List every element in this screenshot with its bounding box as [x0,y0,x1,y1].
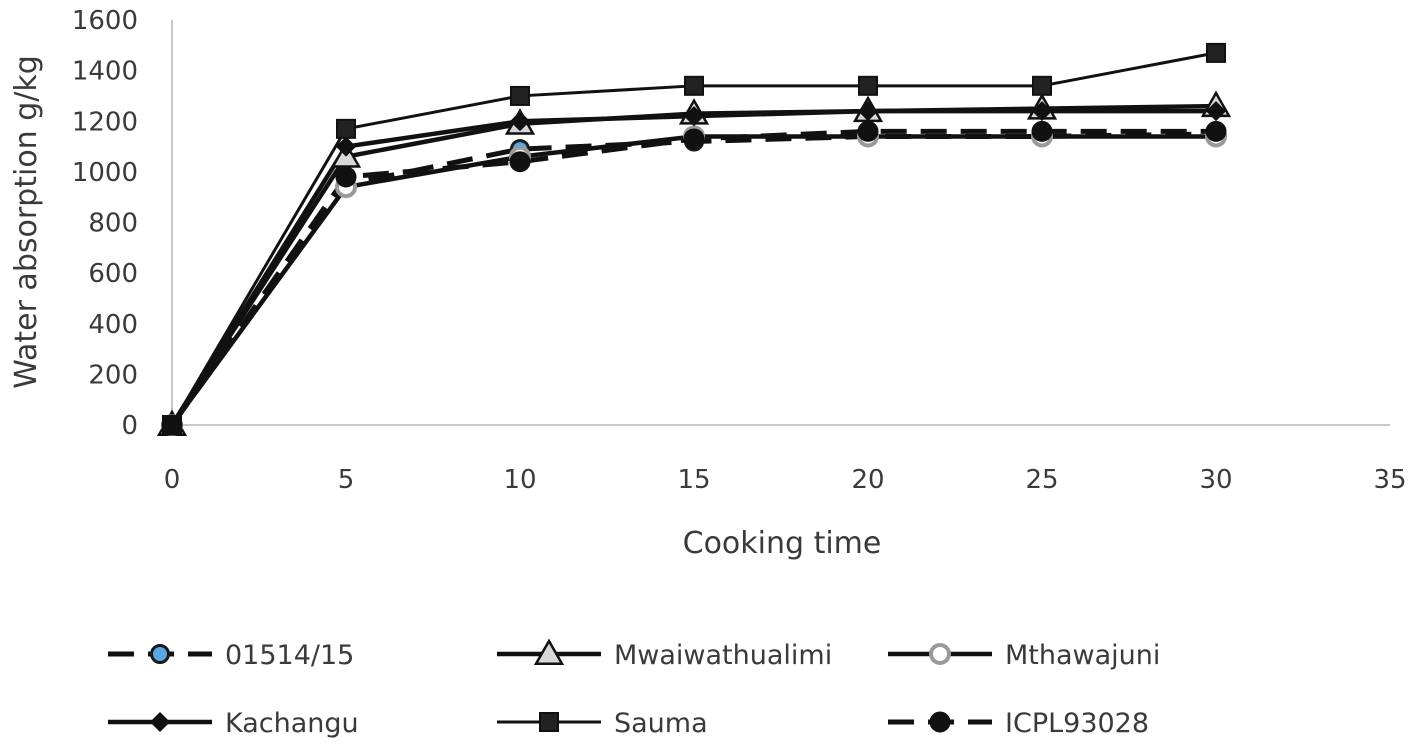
legend-label: Sauma [614,708,708,739]
series-markers [156,42,1232,436]
x-axis-title: Cooking time [683,526,882,561]
legend-item: Sauma [497,708,708,739]
legend-label: 01514/15 [225,640,354,671]
x-tick-label: 5 [338,465,355,495]
data-point-series-5 [335,166,357,188]
data-point-series-4 [1032,75,1052,96]
y-tick-label: 1200 [72,107,138,137]
legend-item: 01514/15 [108,640,354,671]
legend-swatch-marker [539,712,559,732]
legend: 01514/15 Mwaiwathualimi Mthawajuni Kachangu… [108,638,1160,739]
data-point-series-4 [336,118,356,139]
y-tick-label: 800 [88,209,138,239]
data-point-series-4 [684,75,704,96]
y-tick-label: 600 [88,259,138,289]
data-point-series-5 [1205,120,1227,142]
legend-item: ICPL93028 [888,708,1149,739]
y-tick-label: 400 [88,310,138,340]
y-tick-label: 1400 [72,57,138,87]
legend-item: Mwaiwathualimi [497,638,832,671]
series-line-1 [170,103,1217,427]
legend-swatch-marker [929,711,951,733]
data-point-series-4 [1206,42,1226,63]
x-tick-label: 35 [1373,465,1406,495]
data-point-series-3 [509,111,531,132]
legend-label: Kachangu [225,708,359,739]
data-point-series-5 [683,128,705,150]
legend-swatch-marker [149,711,171,733]
data-point-series-4 [858,75,878,96]
y-tick-label: 0 [121,411,138,441]
x-tick-label: 10 [503,465,536,495]
data-point-series-5 [857,120,879,142]
axes [171,20,1390,426]
data-point-series-3 [1031,101,1053,122]
data-point-series-5 [509,151,531,173]
y-axis-title: Water absorption g/kg [9,55,44,389]
data-point-series-4 [510,85,530,106]
y-tick-label: 200 [88,360,138,390]
data-point-series-5 [1031,120,1053,142]
data-point-series-3 [683,106,705,127]
data-point-series-3 [335,136,357,157]
data-point-series-3 [1205,101,1227,122]
x-tick-label: 30 [1199,465,1232,495]
legend-swatch-marker [929,643,951,665]
data-point-series-5 [161,414,183,436]
legend-item: Mthawajuni [888,640,1160,671]
x-tick-label: 25 [1025,465,1058,495]
y-tick-label: 1600 [72,6,138,36]
legend-label: Mwaiwathualimi [614,640,832,671]
x-tick-labels: 0 5 10 15 20 25 30 35 [164,465,1407,495]
legend-swatch-marker [150,644,170,664]
legend-label: Mthawajuni [1005,640,1160,671]
legend-label: ICPL93028 [1005,708,1149,739]
legend-item: Kachangu [108,708,359,739]
x-tick-label: 15 [677,465,710,495]
y-tick-label: 1000 [72,158,138,188]
x-tick-label: 0 [164,465,181,495]
data-point-series-3 [857,101,879,122]
x-tick-label: 20 [851,465,884,495]
legend-swatch-marker [533,638,565,665]
y-axis-title-text: Water absorption g/kg [9,55,44,389]
y-tick-labels: 0 200 400 600 800 1000 1200 1400 1600 [72,6,138,441]
